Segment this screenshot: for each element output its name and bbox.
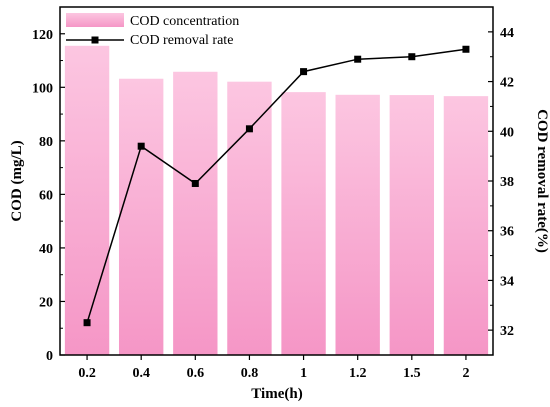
line-point [83, 319, 91, 327]
y-axis-title-left: COD (mg/L) [9, 140, 25, 221]
legend: COD concentration COD removal rate [66, 13, 239, 48]
legend-label-line: COD removal rate [130, 33, 233, 48]
x-axis-title: Time(h) [251, 386, 302, 402]
legend-swatch-marker [91, 36, 99, 44]
line-point [191, 179, 199, 187]
line-point [300, 68, 308, 76]
y-left-tick-label: 20 [39, 295, 53, 310]
y-left-tick-label: 40 [39, 242, 53, 257]
bar [173, 71, 218, 355]
axes-layer: 0 20 40 60 80 100 120 32 34 36 38 40 42 44 0.2 0.4 0.6 0.… [32, 26, 514, 381]
line-series [86, 48, 467, 323]
x-tick-label: 1.5 [403, 366, 421, 381]
x-tick-label: 0.6 [187, 366, 205, 381]
line-point [354, 55, 362, 63]
bar [389, 95, 435, 355]
bar [227, 81, 272, 355]
y-right-tick-label: 40 [500, 125, 514, 140]
bar [443, 96, 489, 355]
bars-layer [64, 45, 489, 356]
line-point [245, 125, 253, 133]
y-left-tick-label: 120 [32, 28, 53, 43]
y-right-tick-label: 32 [500, 324, 514, 339]
legend-swatch-bar [66, 13, 124, 27]
y-right-tick-label: 42 [500, 76, 514, 91]
x-tick-label: 1 [300, 366, 307, 381]
y-right-tick-label: 38 [500, 175, 514, 190]
x-tick-label: 0.8 [241, 366, 259, 381]
bar [281, 92, 326, 355]
x-tick-label: 2 [462, 366, 469, 381]
line-point [137, 142, 145, 150]
y-right-tick-label: 44 [500, 26, 514, 41]
bar [118, 78, 164, 355]
line-point [462, 45, 470, 53]
bar [64, 45, 110, 356]
x-tick-label: 1.2 [349, 366, 367, 381]
y-left-tick-label: 100 [32, 81, 53, 96]
y-axis-title-right: COD removal rate(%) [534, 109, 550, 253]
line-point [408, 53, 416, 61]
x-tick-label: 0.2 [78, 366, 96, 381]
y-left-tick-label: 0 [46, 349, 53, 364]
line-layer [83, 45, 470, 327]
bar [335, 94, 380, 356]
y-right-tick-label: 36 [500, 225, 514, 240]
legend-label-bar: COD concentration [130, 14, 239, 29]
y-left-tick-label: 60 [39, 188, 53, 203]
x-tick-label: 0.4 [132, 366, 150, 381]
y-left-tick-label: 80 [39, 135, 53, 150]
y-right-tick-label: 34 [500, 274, 514, 289]
